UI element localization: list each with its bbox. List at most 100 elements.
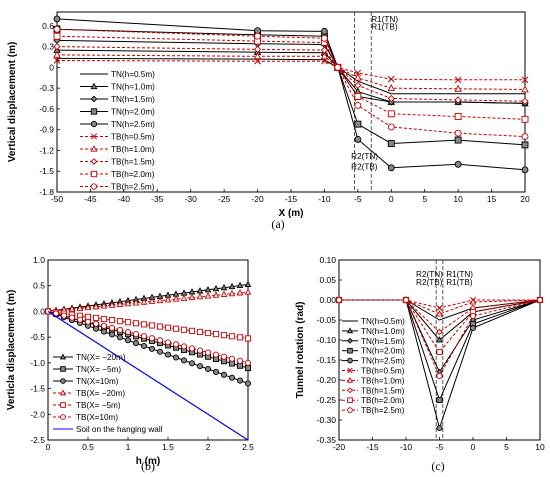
legend: TN(h=0.5m) TN(h=1.0m) TN(h=1.5m) TN(h=2.0m)… (80, 70, 155, 192)
data-point (68, 305, 76, 312)
legend-label: TB(h=1.0m) (111, 145, 155, 154)
x-tick-label: 20 (520, 194, 530, 204)
legend-label: TN(h=2.0m) (111, 108, 155, 117)
series-tb-x-10m (44, 308, 252, 366)
data-point (164, 296, 172, 303)
legend-item: TB(h=1.5m) (342, 386, 405, 395)
legend-label: TN(h=2.5m) (361, 357, 405, 366)
legend-label: TN(h=1.0m) (111, 83, 155, 92)
data-point (354, 102, 362, 109)
series-line (56, 28, 526, 146)
data-point (244, 380, 252, 387)
data-point (108, 301, 116, 308)
data-point (68, 314, 76, 321)
data-point (220, 290, 228, 297)
data-point (132, 340, 140, 347)
data-point (387, 140, 395, 147)
data-point (108, 331, 116, 338)
data-point (148, 322, 156, 329)
y-axis-label: Tunnel rotation (rad) (295, 301, 306, 398)
data-point (212, 284, 220, 292)
data-point (156, 323, 164, 330)
data-point (188, 345, 196, 352)
legend-label: TB(X=10m) (76, 413, 118, 422)
data-point (454, 76, 462, 84)
y-tick-label: -1.0 (30, 358, 45, 368)
data-point (204, 349, 212, 356)
legend-item: TN(h=1.5m) (80, 95, 155, 104)
series-tn-h-2-5m (53, 15, 529, 174)
data-point (454, 136, 462, 144)
data-point (220, 283, 228, 291)
legend-item: Soil on the hanging wall (53, 425, 163, 434)
x-tick-label: -15 (366, 442, 379, 452)
data-point (148, 297, 156, 304)
x-tick-label: -5 (436, 442, 444, 452)
chart-b: 0 0.5 1 1.5 2 2.5 -2.5 -2.0 -1.5 -1.0 -0.5 0.0 0.5 1.… (6, 255, 254, 473)
annotation-r1-tb: R1(TB) (371, 23, 398, 32)
data-point (387, 75, 395, 83)
data-point (253, 52, 262, 60)
data-point (156, 348, 164, 355)
data-point (436, 348, 443, 356)
series-line (47, 310, 249, 339)
data-point (320, 46, 329, 54)
data-point (164, 351, 172, 358)
y-tick-label: -2.0 (30, 409, 45, 419)
data-point (436, 372, 443, 380)
data-point (180, 357, 188, 364)
legend-marker (346, 376, 354, 383)
data-point (220, 332, 228, 339)
data-point (436, 328, 443, 336)
data-point (84, 318, 92, 325)
legend-marker (90, 183, 98, 190)
data-point (521, 133, 529, 141)
data-point (132, 320, 140, 327)
legend-label: TB(X= −5m) (76, 401, 121, 410)
legend-item: TN(X= −20m) (53, 353, 126, 362)
chart-c: -20 -15 -10 -5 0 5 10 -0.35 -0.30 -0.25 -0.20 -0.15… (295, 255, 545, 473)
legend-item: TN(h=2.5m) (80, 120, 155, 129)
data-point (196, 292, 204, 300)
data-point (188, 360, 196, 367)
data-point (354, 135, 362, 143)
y-tick-label: 0.00 (319, 295, 336, 305)
data-point (436, 310, 443, 317)
data-point (76, 316, 84, 323)
x-tick-label: 2 (206, 442, 211, 452)
data-point (320, 27, 328, 35)
data-point (387, 164, 395, 172)
x-tick-label: 2.5 (242, 442, 254, 452)
data-point (148, 345, 156, 352)
data-point (53, 57, 61, 64)
series-line (56, 57, 525, 95)
y-tick-label: -0.30 (317, 415, 337, 425)
data-point (140, 298, 148, 305)
data-point (228, 282, 236, 290)
y-tick-label: -0.10 (317, 335, 337, 345)
x-tick-label: -20 (251, 194, 264, 204)
x-tick-label: 0 (389, 194, 394, 204)
data-point (228, 355, 236, 362)
legend-marker (90, 82, 98, 90)
x-tick-label: 1.5 (162, 442, 174, 452)
data-point (536, 296, 544, 304)
annotation-r2-tn: R2(TN) (351, 152, 378, 161)
legend-marker (347, 407, 353, 413)
legend-label: TB(h=2.0m) (111, 170, 155, 179)
data-point (244, 280, 252, 287)
series-tb-h-1-5m (53, 42, 529, 105)
data-point (92, 314, 100, 321)
panel-label: (c) (431, 459, 444, 473)
data-point (320, 34, 328, 42)
data-point (204, 286, 212, 293)
legend-marker (59, 389, 67, 396)
legend-item: TB(h=2.0m) (342, 396, 405, 405)
data-point (236, 357, 244, 364)
data-point (454, 129, 462, 137)
x-tick-label: 0.5 (82, 442, 94, 452)
y-tick-label: -1.2 (39, 145, 54, 155)
y-tick-label: 0.5 (33, 281, 45, 291)
data-point (521, 76, 529, 84)
